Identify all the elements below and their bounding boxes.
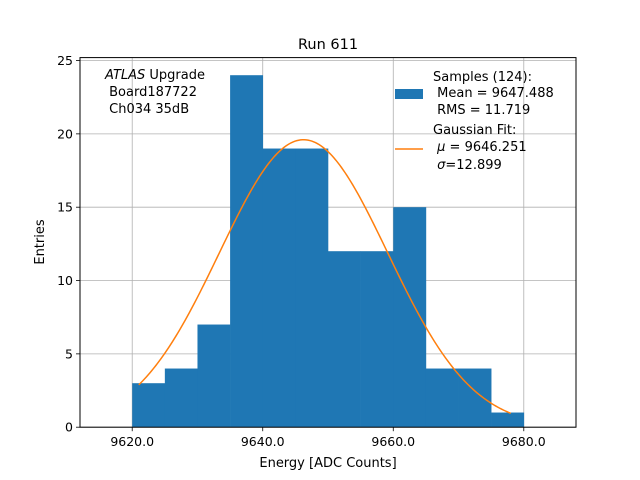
histogram-bars (132, 75, 525, 428)
legend-samples-title: Samples (124): (433, 70, 532, 85)
legend-samples-mean: Mean = 9647.488 (433, 86, 554, 101)
histogram-bar (491, 412, 525, 428)
annotation-board: Board187722 (105, 85, 197, 100)
annotation-atlas: ATLAS (104, 68, 145, 83)
y-tick-label: 15 (57, 200, 73, 215)
histogram-bar (425, 368, 459, 428)
x-tick-label: 9640.0 (241, 434, 285, 449)
legend-samples-rms: RMS = 11.719 (433, 103, 530, 118)
y-tick-label: 25 (57, 53, 73, 68)
annotation-upgrade: Upgrade (145, 68, 205, 83)
histogram-bar (295, 148, 329, 428)
histogram-bar (262, 148, 296, 428)
y-tick-label: 20 (57, 126, 73, 141)
histogram-bar (393, 207, 427, 428)
histogram-bar (164, 368, 198, 428)
histogram-bar (230, 75, 264, 428)
x-tick-label: 9620.0 (110, 434, 154, 449)
y-tick-label: 5 (65, 346, 73, 361)
plot-frame (79, 57, 577, 428)
gaussian-fit-curve (138, 138, 512, 414)
annotation-channel: Ch034 35dB (105, 102, 189, 117)
legend-fit-mu-symbol: μ (436, 140, 445, 155)
y-tick-label: 10 (57, 273, 73, 288)
x-tick-label: 9680.0 (502, 434, 546, 449)
legend-fit-sigma-symbol: σ (437, 158, 446, 173)
y-tick-label: 0 (65, 420, 73, 435)
legend-samples-swatch (395, 89, 423, 99)
chart-title: Run 611 (298, 37, 358, 53)
legend-fit-sigma-value: =12.899 (445, 158, 501, 173)
x-tick-label: 9660.0 (371, 434, 415, 449)
legend-fit-title: Gaussian Fit: (433, 123, 516, 138)
svg-text:σ=12.899: σ=12.899 (433, 158, 502, 173)
histogram-bar (197, 324, 231, 428)
svg-text:ATLAS Upgrade: ATLAS Upgrade (104, 68, 205, 83)
legend: Samples (124): Mean = 9647.488 RMS = 11.… (395, 70, 554, 173)
axis-ticks: 9620.0 9640.0 9660.0 9680.0 0 5 10 15 20 25 (57, 53, 546, 449)
legend-fit-mu-value: = 9646.251 (445, 140, 526, 155)
histogram-bar (458, 368, 492, 428)
svg-text:μ = 9646.251: μ = 9646.251 (433, 140, 527, 155)
x-axis-label: Energy [ADC Counts] (259, 456, 396, 471)
atlas-annotation: ATLAS Upgrade Board187722 Ch034 35dB (104, 68, 205, 117)
y-axis-label: Entries (33, 219, 48, 265)
histogram-bar (132, 383, 166, 428)
histogram-bar (328, 251, 361, 428)
histogram-bar (360, 251, 394, 428)
